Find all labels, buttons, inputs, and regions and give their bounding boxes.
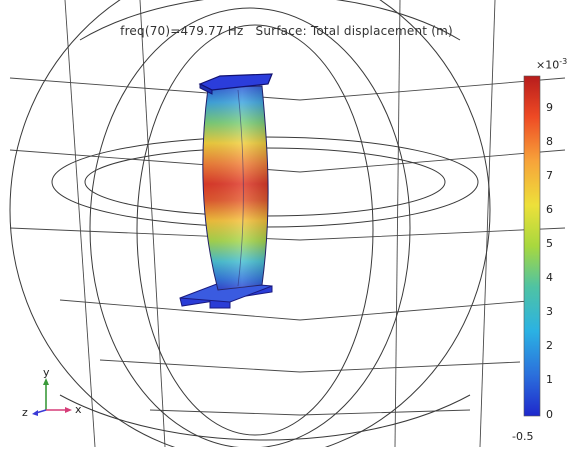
colorbar [523,75,541,417]
axis-label-y: y [43,366,50,379]
axis-label-x: x [75,403,82,416]
axis-triad [32,378,72,416]
colorbar-tick-8: 8 [546,135,553,148]
colorbar-tick-9: 9 [546,101,553,114]
colorbar-tick-0: 0 [546,408,553,421]
colorbar-tick-4: 4 [546,271,553,284]
background-grid [9,0,566,448]
colorbar-tick-5: 5 [546,237,553,250]
plot-title: freq(70)=479.77 Hz Surface: Total displa… [0,24,573,38]
axis-label-z: z [22,406,28,419]
beam-model[interactable] [179,73,273,309]
colorbar-tick-1: 1 [546,373,553,386]
colorbar-tick-3: 3 [546,305,553,318]
colorbar-gradient [523,75,541,417]
base-plate-top [179,281,273,303]
colorbar-tick-7: 7 [546,169,553,182]
frequency-label: freq(70)=479.77 Hz [120,24,244,38]
beam-web-line [237,89,244,287]
colorbar-tick-6: 6 [546,203,553,216]
axis-corner-value: -0.5 [512,430,534,443]
colorbar-exponent: ×10-3 [536,57,568,72]
colorbar-tick-2: 2 [546,339,553,352]
surface-label: Surface: Total displacement (m) [255,24,453,38]
